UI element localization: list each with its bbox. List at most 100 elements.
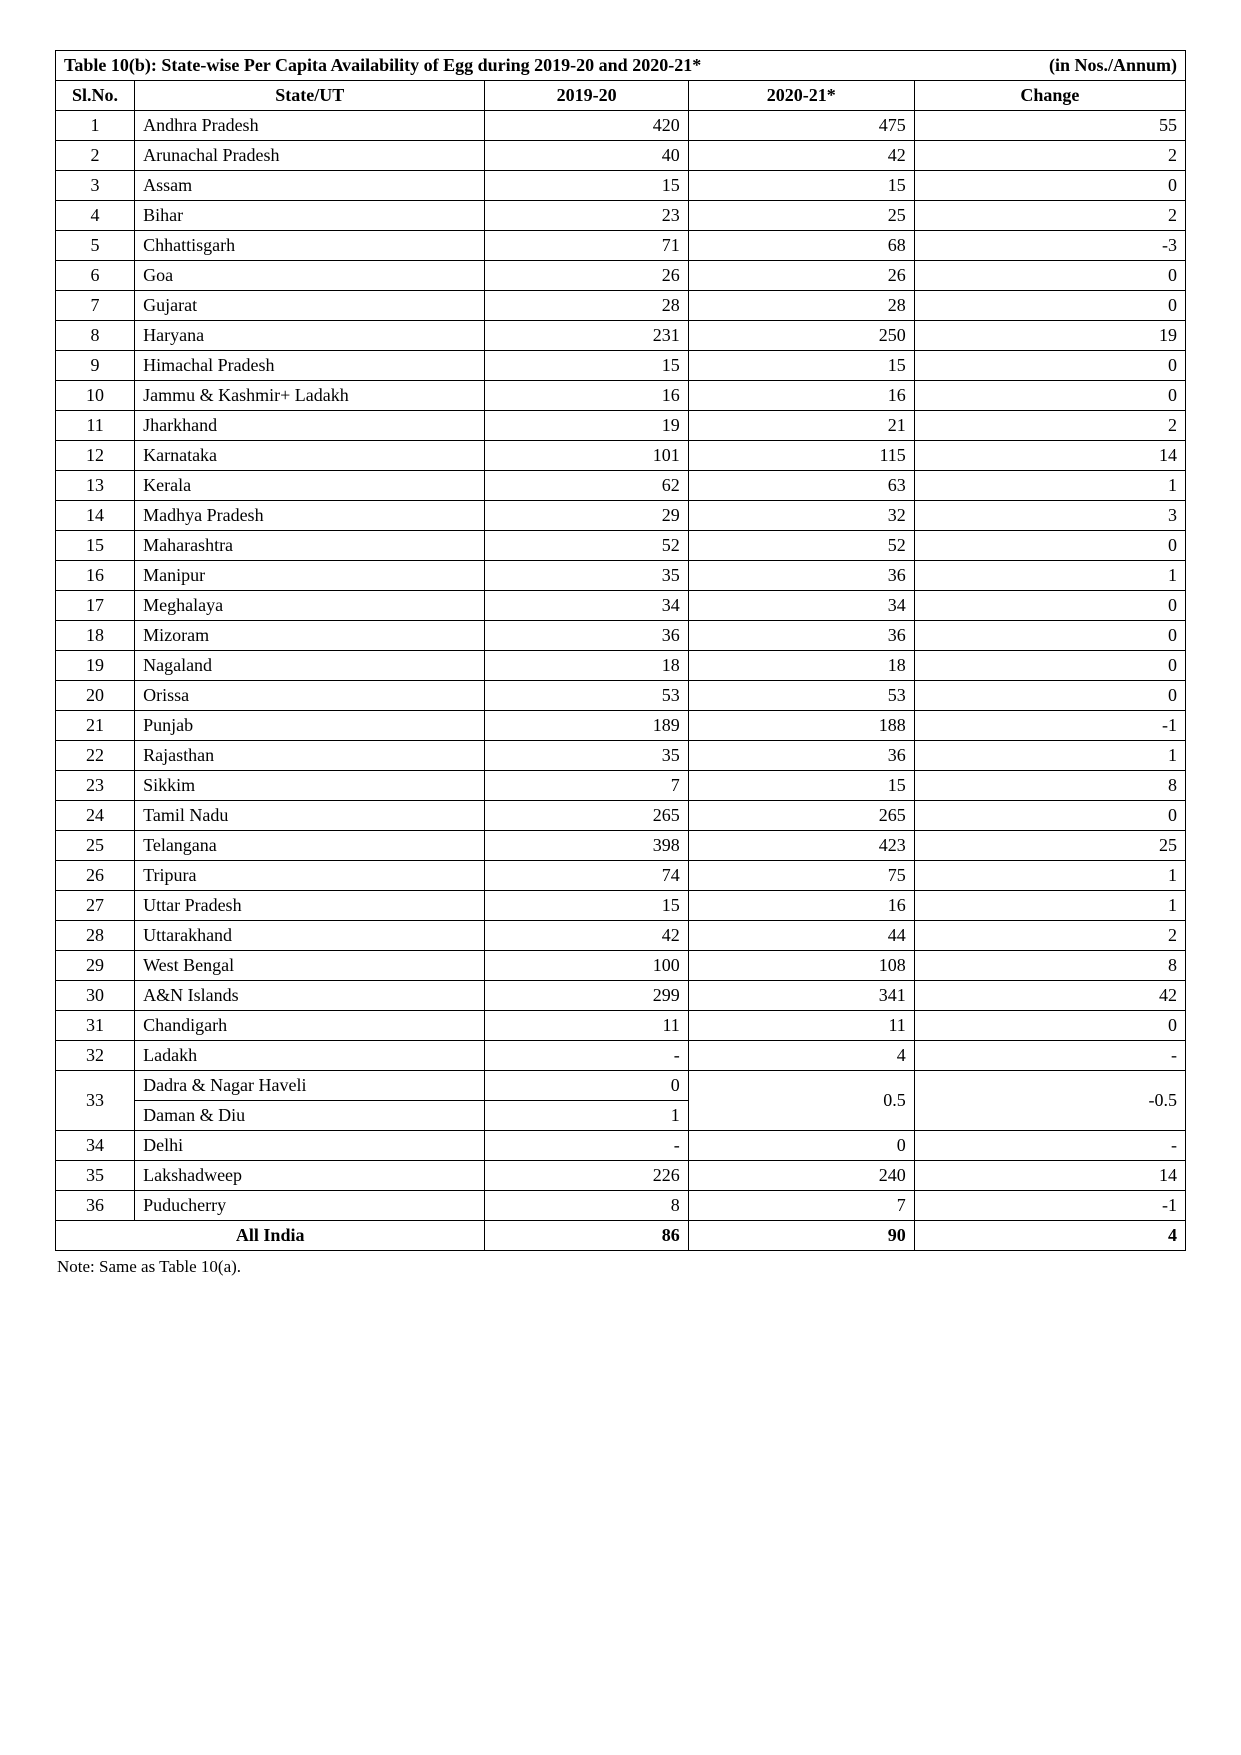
- table-title-row: Table 10(b): State-wise Per Capita Avail…: [56, 51, 1186, 81]
- cell-change: -: [914, 1131, 1185, 1161]
- table-row: 13Kerala62631: [56, 471, 1186, 501]
- cell-y1: 35: [485, 561, 688, 591]
- cell-state: Punjab: [135, 711, 485, 741]
- cell-change: 1: [914, 561, 1185, 591]
- cell-change: 0: [914, 291, 1185, 321]
- cell-y1: 0: [485, 1071, 688, 1101]
- cell-y2: 16: [688, 891, 914, 921]
- merged-row-body: 33 Dadra & Nagar Haveli 0 0.5 -0.5 Daman…: [56, 1071, 1186, 1131]
- cell-change: 0: [914, 351, 1185, 381]
- cell-y2: 7: [688, 1191, 914, 1221]
- cell-change: 1: [914, 861, 1185, 891]
- cell-y2: 0: [688, 1131, 914, 1161]
- cell-slno: 2: [56, 141, 135, 171]
- cell-slno: 29: [56, 951, 135, 981]
- cell-y2: 16: [688, 381, 914, 411]
- cell-state: Uttarakhand: [135, 921, 485, 951]
- cell-slno: 27: [56, 891, 135, 921]
- table-row: 2Arunachal Pradesh40422: [56, 141, 1186, 171]
- cell-y2: 53: [688, 681, 914, 711]
- cell-change: -0.5: [914, 1071, 1185, 1131]
- table-row: 18Mizoram36360: [56, 621, 1186, 651]
- cell-y1: 42: [485, 921, 688, 951]
- cell-y1: -: [485, 1041, 688, 1071]
- table-body: 1Andhra Pradesh420475552Arunachal Prades…: [56, 111, 1186, 1071]
- cell-y1: 62: [485, 471, 688, 501]
- total-row-body: All India 86 90 4: [56, 1221, 1186, 1251]
- cell-slno: 32: [56, 1041, 135, 1071]
- cell-y2: 36: [688, 561, 914, 591]
- cell-y1: 29: [485, 501, 688, 531]
- cell-y1: 11: [485, 1011, 688, 1041]
- header-change: Change: [914, 81, 1185, 111]
- cell-state: Orissa: [135, 681, 485, 711]
- cell-y1: 299: [485, 981, 688, 1011]
- cell-y1: 265: [485, 801, 688, 831]
- cell-state: Maharashtra: [135, 531, 485, 561]
- cell-y1: 19: [485, 411, 688, 441]
- cell-state: Arunachal Pradesh: [135, 141, 485, 171]
- cell-slno: 22: [56, 741, 135, 771]
- cell-state: Madhya Pradesh: [135, 501, 485, 531]
- cell-change: 14: [914, 441, 1185, 471]
- cell-y2: 26: [688, 261, 914, 291]
- cell-state: Chandigarh: [135, 1011, 485, 1041]
- cell-slno: 18: [56, 621, 135, 651]
- cell-y1: 231: [485, 321, 688, 351]
- cell-change: 1: [914, 471, 1185, 501]
- table-row: 36Puducherry87-1: [56, 1191, 1186, 1221]
- cell-y1: 40: [485, 141, 688, 171]
- cell-y2: 15: [688, 771, 914, 801]
- cell-y2: 52: [688, 531, 914, 561]
- cell-y1: 23: [485, 201, 688, 231]
- cell-state: Jammu & Kashmir+ Ladakh: [135, 381, 485, 411]
- cell-change: 0: [914, 1011, 1185, 1041]
- cell-y1: 34: [485, 591, 688, 621]
- cell-y1: 8: [485, 1191, 688, 1221]
- table-row: 32Ladakh-4-: [56, 1041, 1186, 1071]
- cell-slno: 13: [56, 471, 135, 501]
- table-row: 17Meghalaya34340: [56, 591, 1186, 621]
- cell-y1: 36: [485, 621, 688, 651]
- cell-slno: 4: [56, 201, 135, 231]
- cell-slno: 36: [56, 1191, 135, 1221]
- cell-y2: 34: [688, 591, 914, 621]
- cell-state: Dadra & Nagar Haveli: [135, 1071, 485, 1101]
- cell-slno: 10: [56, 381, 135, 411]
- cell-y2: 68: [688, 231, 914, 261]
- cell-change: -1: [914, 711, 1185, 741]
- cell-change: 0: [914, 171, 1185, 201]
- table-row: 24Tamil Nadu2652650: [56, 801, 1186, 831]
- cell-y2: 250: [688, 321, 914, 351]
- cell-slno: 11: [56, 411, 135, 441]
- table-row: 12Karnataka10111514: [56, 441, 1186, 471]
- table-note: Note: Same as Table 10(a).: [55, 1257, 1186, 1277]
- table-row: 30A&N Islands29934142: [56, 981, 1186, 1011]
- cell-y2: 32: [688, 501, 914, 531]
- table-row: 31Chandigarh11110: [56, 1011, 1186, 1041]
- cell-slno: 25: [56, 831, 135, 861]
- cell-state: Assam: [135, 171, 485, 201]
- table-row: 9Himachal Pradesh15150: [56, 351, 1186, 381]
- cell-state: Mizoram: [135, 621, 485, 651]
- cell-y1: 16: [485, 381, 688, 411]
- cell-y1: 1: [485, 1101, 688, 1131]
- cell-y1: 398: [485, 831, 688, 861]
- header-y1: 2019-20: [485, 81, 688, 111]
- cell-slno: 23: [56, 771, 135, 801]
- cell-slno: 5: [56, 231, 135, 261]
- cell-change: -: [914, 1041, 1185, 1071]
- table-row: 4Bihar23252: [56, 201, 1186, 231]
- table-row: 27Uttar Pradesh15161: [56, 891, 1186, 921]
- cell-state: Telangana: [135, 831, 485, 861]
- table-row: 1Andhra Pradesh42047555: [56, 111, 1186, 141]
- cell-y1: 18: [485, 651, 688, 681]
- cell-state: Delhi: [135, 1131, 485, 1161]
- cell-y2: 4: [688, 1041, 914, 1071]
- cell-y2: 28: [688, 291, 914, 321]
- cell-slno: 15: [56, 531, 135, 561]
- table-row: 14Madhya Pradesh29323: [56, 501, 1186, 531]
- cell-slno: 28: [56, 921, 135, 951]
- cell-y2: 25: [688, 201, 914, 231]
- cell-change: 42: [914, 981, 1185, 1011]
